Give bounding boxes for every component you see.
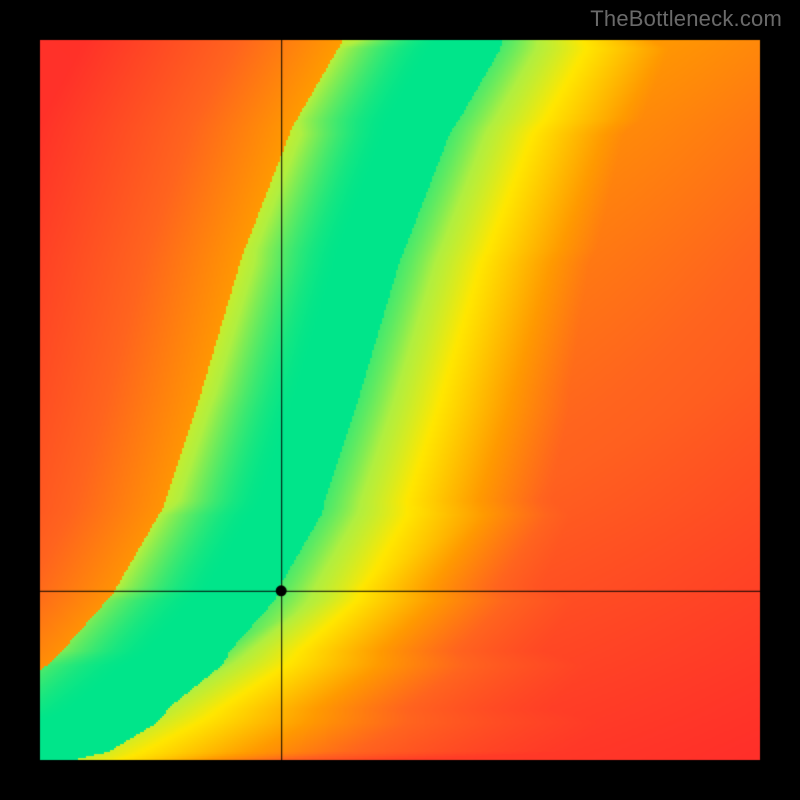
watermark-text: TheBottleneck.com [590,6,782,32]
chart-container: TheBottleneck.com [0,0,800,800]
heatmap-canvas [0,0,800,800]
